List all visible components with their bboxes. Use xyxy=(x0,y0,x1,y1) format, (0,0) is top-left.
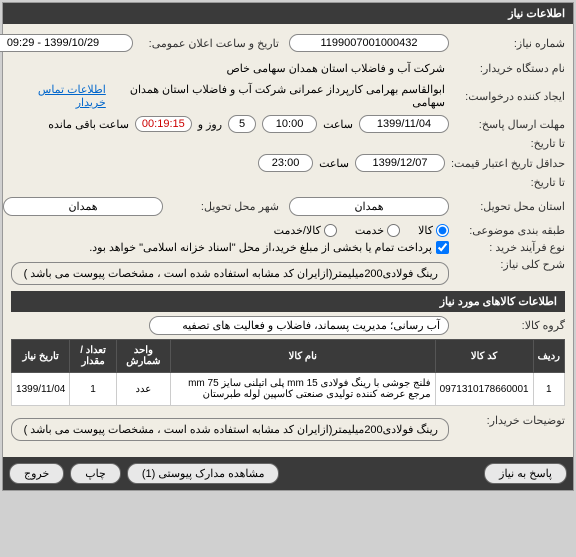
deadline-label: مهلت ارسال پاسخ: xyxy=(455,118,565,131)
attachments-button[interactable]: مشاهده مدارک پیوستی (1) xyxy=(127,463,280,484)
req-no: 1199007001000432 xyxy=(289,34,449,52)
th-qty: تعداد / مقدار xyxy=(70,340,116,373)
items-table: ردیف کد کالا نام کالا واحد شمارش تعداد /… xyxy=(11,339,565,406)
deadline-date: 1399/11/04 xyxy=(359,115,449,133)
panel-title: اطلاعات نیاز xyxy=(3,3,573,24)
contact-link[interactable]: اطلاعات تماس خریدار xyxy=(11,83,106,109)
creator-label: ایجاد کننده درخواست: xyxy=(455,90,565,103)
th-name: نام کالا xyxy=(170,340,435,373)
radio-goods-input[interactable] xyxy=(436,224,449,237)
footer-btn-group: مشاهده مدارک پیوستی (1) چاپ خروج xyxy=(9,463,279,484)
buy-type-checkbox[interactable] xyxy=(436,241,449,254)
table-header-row: ردیف کد کالا نام کالا واحد شمارش تعداد /… xyxy=(12,340,565,373)
desc-text: رینگ فولادی200میلیمتر(ازایران کد مشابه ا… xyxy=(11,262,449,285)
deliver-prov: همدان xyxy=(289,197,449,216)
deliver-city: همدان xyxy=(3,197,163,216)
deadline-hour: 10:00 xyxy=(262,115,317,133)
back-button[interactable]: پاسخ به نیاز xyxy=(484,463,567,484)
deliver-city-label: شهر محل تحویل: xyxy=(169,200,279,213)
valid-label: حداقل تاریخ اعتبار قیمت: xyxy=(451,157,565,170)
cell-code: 0971310178660001 xyxy=(435,373,533,406)
cell-date: 1399/11/04 xyxy=(12,373,70,406)
cell-name: فلنج جوشی با رینگ فولادی 15 mm پلی اتیلن… xyxy=(170,373,435,406)
announce-date: 1399/10/29 - 09:29 xyxy=(0,34,133,52)
budget-radio-group: کالا خدمت کالا/خدمت xyxy=(274,224,449,237)
items-section-title: اطلاعات کالاهای مورد نیاز xyxy=(11,291,565,312)
budget-label: طبقه بندی موضوعی: xyxy=(455,224,565,237)
buy-type-check: پرداخت تمام یا بخشی از مبلغ خرید،از محل … xyxy=(89,241,449,254)
creator: ابوالقاسم بهرامی کارپرداز عمرانی شرکت آب… xyxy=(112,81,449,111)
cell-idx: 1 xyxy=(533,373,564,406)
hour-label: ساعت xyxy=(323,118,353,131)
desc-label: شرح کلی نیاز: xyxy=(455,258,565,271)
remain-days-label: روز و xyxy=(198,118,222,131)
buyer-name: شرکت آب و فاضلاب استان همدان سهامی خاص xyxy=(222,60,449,77)
to-date-label: تا تاریخ: xyxy=(455,137,565,150)
to-date2-label: تا تاریخ: xyxy=(455,176,565,189)
radio-service[interactable]: خدمت xyxy=(355,224,400,237)
deliver-prov-label: استان محل تحویل: xyxy=(455,200,565,213)
remain-label: ساعت باقی مانده xyxy=(48,118,129,131)
table-row[interactable]: 1 0971310178660001 فلنج جوشی با رینگ فول… xyxy=(12,373,565,406)
buy-type-text: پرداخت تمام یا بخشی از مبلغ خرید،از محل … xyxy=(89,241,432,254)
group-label: گروه کالا: xyxy=(455,319,565,332)
valid-date: 1399/12/07 xyxy=(355,154,445,172)
buy-type-label: نوع فرآیند خرید : xyxy=(455,241,565,254)
remain-time: 00:19:15 xyxy=(135,116,192,132)
cell-unit: عدد xyxy=(116,373,170,406)
cell-qty: 1 xyxy=(70,373,116,406)
radio-goods-service[interactable]: کالا/خدمت xyxy=(274,224,337,237)
th-code: کد کالا xyxy=(435,340,533,373)
announce-label: تاریخ و ساعت اعلان عمومی: xyxy=(139,37,279,50)
hour-label-2: ساعت xyxy=(319,157,349,170)
footer-bar: پاسخ به نیاز مشاهده مدارک پیوستی (1) چاپ… xyxy=(3,457,573,490)
print-button[interactable]: چاپ xyxy=(70,463,121,484)
panel-body: شماره نیاز: 1199007001000432 تاریخ و ساع… xyxy=(3,24,573,451)
radio-service-input[interactable] xyxy=(387,224,400,237)
th-idx: ردیف xyxy=(533,340,564,373)
radio-goods[interactable]: کالا xyxy=(418,224,449,237)
buyer-notes: رینگ فولادی200میلیمتر(ازایران کد مشابه ا… xyxy=(11,418,449,441)
remain-days: 5 xyxy=(228,115,256,133)
buyer-name-label: نام دستگاه خریدار: xyxy=(455,62,565,75)
group-value: آب رسانی؛ مدیریت پسماند، فاضلاب و فعالیت… xyxy=(149,316,449,335)
req-no-label: شماره نیاز: xyxy=(455,37,565,50)
exit-button[interactable]: خروج xyxy=(9,463,64,484)
need-info-panel: اطلاعات نیاز شماره نیاز: 119900700100043… xyxy=(2,2,574,491)
th-date: تاریخ نیاز xyxy=(12,340,70,373)
radio-goods-service-input[interactable] xyxy=(324,224,337,237)
valid-hour: 23:00 xyxy=(258,154,313,172)
th-unit: واحد شمارش xyxy=(116,340,170,373)
buyer-notes-label: توضیحات خریدار: xyxy=(455,414,565,427)
